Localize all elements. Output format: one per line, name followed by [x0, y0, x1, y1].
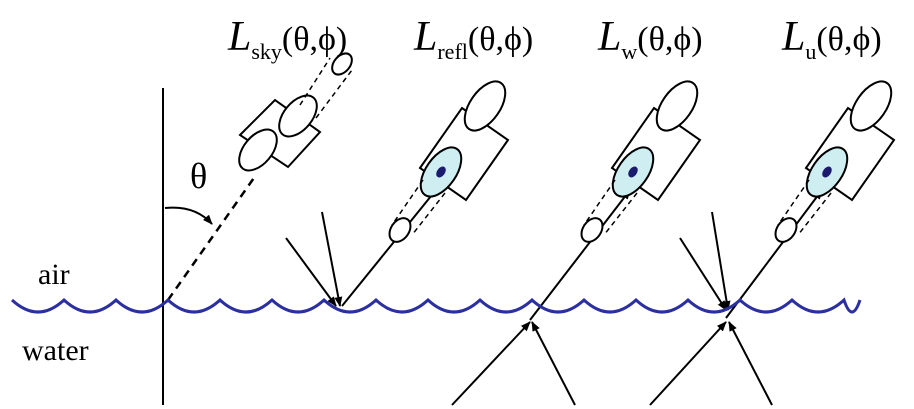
u-underwater-ray-right: [728, 321, 773, 406]
refl-incident-ray-2: [321, 211, 343, 307]
refl-incident-ray-1: [285, 237, 337, 307]
u-incident-ray-left: [679, 237, 727, 311]
w-incoming-ray-right: [531, 321, 576, 406]
refl-reflected-ray: [341, 184, 441, 307]
air-label: air: [38, 258, 70, 291]
label-l-w: Lw(θ,ϕ): [597, 14, 703, 64]
water-label: water: [22, 334, 89, 367]
refl-radiometer: [388, 80, 510, 243]
label-l-u: Lu(θ,ϕ): [781, 14, 882, 64]
sky-radiometer: [238, 52, 353, 172]
zenith-angle-arc: [164, 206, 213, 225]
w-incoming-ray-left: [451, 321, 531, 406]
label-l-sky: Lsky(θ,ϕ): [227, 14, 347, 64]
sky-view-dashed-line: [166, 174, 258, 301]
angle-theta-label: θ: [190, 156, 207, 196]
sky-fov-ellipse: [331, 52, 353, 76]
u-underwater-ray-left: [649, 321, 727, 406]
label-l-refl: Lrefl(θ,ϕ): [413, 14, 533, 64]
water-surface-wave: [10, 297, 862, 314]
w-upwelling-ray: [529, 189, 631, 321]
u-incident-ray-right: [711, 211, 731, 311]
u-radiometer: [774, 80, 896, 243]
w-radiometer: [580, 80, 702, 243]
u-upwelling-ray: [725, 189, 823, 319]
